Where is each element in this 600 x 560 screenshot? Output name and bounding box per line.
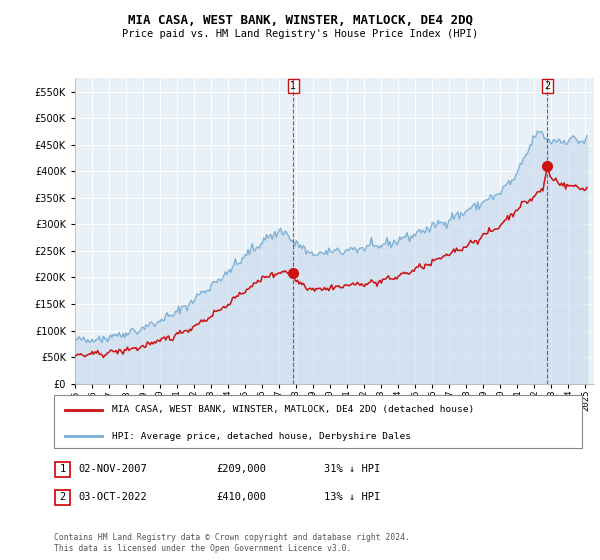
Text: 2: 2 [59,492,65,502]
Text: £209,000: £209,000 [216,464,266,474]
Text: Contains HM Land Registry data © Crown copyright and database right 2024.
This d: Contains HM Land Registry data © Crown c… [54,533,410,553]
Text: 13% ↓ HPI: 13% ↓ HPI [324,492,380,502]
Text: 03-OCT-2022: 03-OCT-2022 [78,492,147,502]
Text: MIA CASA, WEST BANK, WINSTER, MATLOCK, DE4 2DQ (detached house): MIA CASA, WEST BANK, WINSTER, MATLOCK, D… [112,405,475,414]
Text: HPI: Average price, detached house, Derbyshire Dales: HPI: Average price, detached house, Derb… [112,432,411,441]
FancyBboxPatch shape [55,461,70,477]
Text: 31% ↓ HPI: 31% ↓ HPI [324,464,380,474]
Text: £410,000: £410,000 [216,492,266,502]
Text: 1: 1 [59,464,65,474]
FancyBboxPatch shape [54,395,582,448]
Text: Price paid vs. HM Land Registry's House Price Index (HPI): Price paid vs. HM Land Registry's House … [122,29,478,39]
Text: MIA CASA, WEST BANK, WINSTER, MATLOCK, DE4 2DQ: MIA CASA, WEST BANK, WINSTER, MATLOCK, D… [128,14,473,27]
Text: 2: 2 [544,81,550,91]
Text: 1: 1 [290,81,296,91]
Text: 02-NOV-2007: 02-NOV-2007 [78,464,147,474]
FancyBboxPatch shape [55,489,70,505]
